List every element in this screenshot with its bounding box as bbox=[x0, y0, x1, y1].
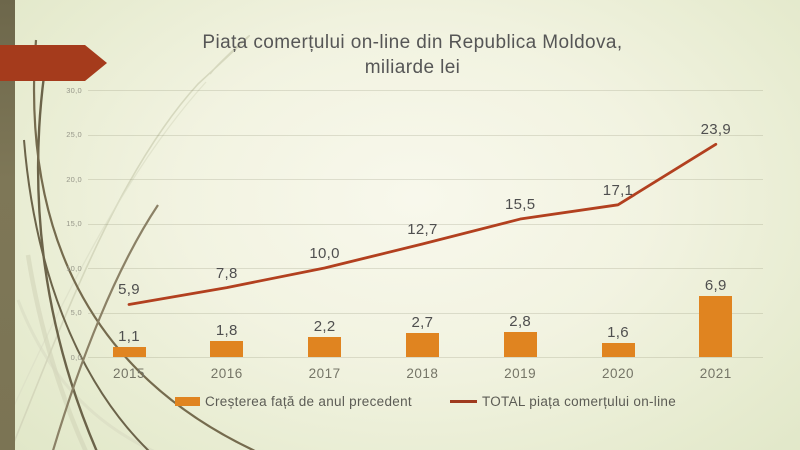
chart-plot-area: 1,1 1,8 2,2 2,7 2,8 1,6 6,9 5,9 7,8 10,0 12,7 15,5 1… bbox=[88, 90, 763, 381]
bar bbox=[210, 340, 244, 357]
y-axis-tick-label: 30,0 bbox=[66, 85, 82, 95]
x-axis-category-label: 2015 bbox=[112, 366, 146, 381]
x-axis-category-label: 2018 bbox=[406, 366, 439, 381]
gridline bbox=[88, 179, 763, 180]
slide-title-line2: miliarde lei bbox=[364, 57, 461, 78]
bar-data-label: 1,8 bbox=[215, 321, 238, 339]
y-axis-tick-labels: 30,0 25,0 20,0 15,0 10,0 5,0 0,0 bbox=[38, 86, 82, 362]
bar-data-label: 1,6 bbox=[607, 323, 629, 341]
gridline bbox=[88, 223, 763, 225]
red-arrow-shape bbox=[0, 45, 107, 81]
bar-data-label: 2,2 bbox=[313, 318, 336, 336]
y-axis-tick-label: 20,0 bbox=[66, 174, 82, 184]
bar-data-label: 6,9 bbox=[704, 276, 727, 294]
line-data-label: 5,9 bbox=[118, 281, 140, 299]
legend-item-bar-series: Creșterea față de anul precedent bbox=[174, 393, 412, 409]
x-axis-category-label: 2017 bbox=[308, 366, 341, 381]
y-axis-tick-label: 5,0 bbox=[70, 308, 82, 317]
legend-bar-label: Creșterea față de anul precedent bbox=[204, 393, 412, 409]
gridline bbox=[88, 312, 763, 314]
bar bbox=[112, 347, 146, 357]
bar bbox=[405, 332, 439, 357]
y-axis-tick-label: 0,0 bbox=[70, 352, 82, 362]
bar-data-label: 2,8 bbox=[509, 313, 532, 331]
bar bbox=[601, 342, 635, 357]
x-axis-category-label: 2020 bbox=[601, 366, 635, 381]
bar bbox=[503, 332, 537, 357]
line-data-label: 17,1 bbox=[602, 181, 634, 199]
x-axis-category-label: 2021 bbox=[699, 366, 732, 381]
gridline bbox=[88, 268, 763, 269]
line-data-label: 12,7 bbox=[407, 220, 438, 238]
chart-legend: Creșterea față de anul precedent TOTAL p… bbox=[88, 391, 763, 411]
bar bbox=[308, 337, 342, 357]
x-axis-category-label: 2016 bbox=[210, 366, 243, 381]
line-data-label: 23,9 bbox=[700, 121, 731, 139]
bar bbox=[699, 295, 733, 357]
bar-series-swatch-icon bbox=[174, 396, 200, 406]
total-line-series bbox=[127, 142, 718, 306]
bar-data-label: 1,1 bbox=[118, 328, 140, 346]
slide-title: Piața comerțului on-line din Republica M… bbox=[0, 30, 800, 80]
line-data-label: 7,8 bbox=[215, 264, 238, 282]
slide-title-line1: Piața comerțului on-line din Republica M… bbox=[202, 32, 623, 53]
y-axis-tick-label: 10,0 bbox=[66, 263, 82, 273]
line-data-label: 15,5 bbox=[504, 196, 536, 214]
x-axis-category-label: 2019 bbox=[504, 366, 537, 381]
gridline bbox=[88, 357, 763, 358]
left-edge-stripe bbox=[0, 0, 15, 450]
bar-data-label: 2,7 bbox=[411, 313, 434, 331]
gridline bbox=[88, 90, 763, 91]
line-series-swatch-icon bbox=[449, 399, 477, 403]
legend-item-line-series: TOTAL piața comerțului on-line bbox=[449, 393, 677, 409]
y-axis-tick-label: 25,0 bbox=[66, 130, 82, 139]
y-axis-tick-label: 15,0 bbox=[66, 219, 82, 228]
gridline bbox=[88, 134, 763, 136]
legend-line-label: TOTAL piața comerțului on-line bbox=[481, 393, 677, 409]
line-data-label: 10,0 bbox=[309, 245, 340, 262]
